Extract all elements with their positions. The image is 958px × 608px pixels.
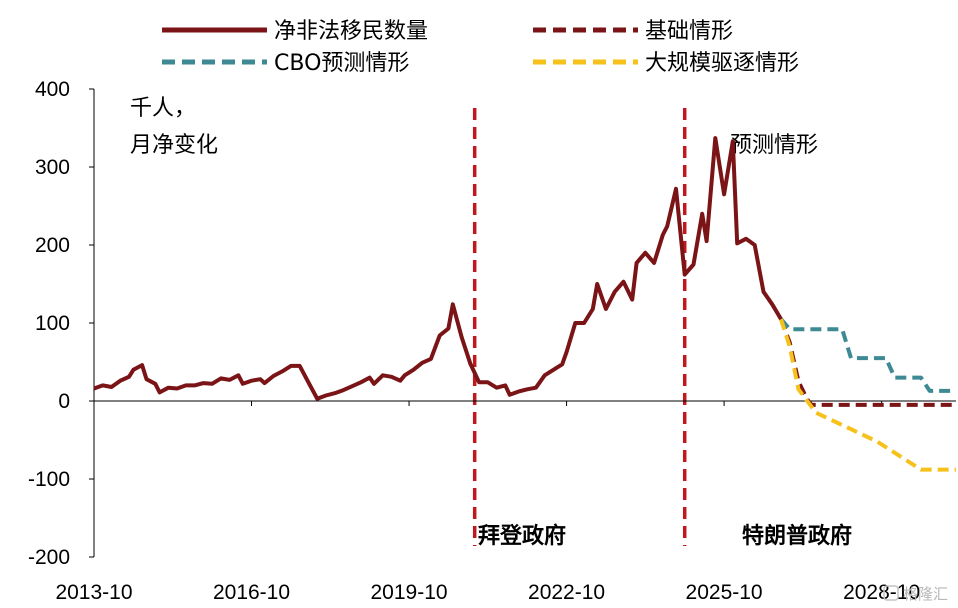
y-tick-label: 200	[35, 234, 70, 257]
y-tick-label: -100	[28, 468, 70, 491]
legend-label-4: 大规模驱逐情形	[645, 51, 799, 76]
legend-label-1: 净非法移民数量	[274, 19, 428, 44]
forecast-annotation: 预测情形	[730, 133, 818, 158]
x-tick-label: 2028-10	[843, 581, 920, 604]
x-tick-label: 2016-10	[213, 581, 290, 604]
unit-label-line2: 月净变化	[130, 133, 218, 158]
axes: 400 300 200 100 0 -100 -200 2013-10 2016-10 2019-…	[28, 78, 956, 604]
unit-label-line1: 千人，	[130, 96, 196, 121]
series-lines	[93, 136, 956, 472]
annotations: 千人， 月净变化 预测情形 拜登政府 特朗普政府	[130, 96, 852, 549]
y-tick-label: 300	[35, 156, 70, 179]
watermark-text: 格隆汇	[903, 585, 948, 603]
x-tick-label: 2019-10	[371, 581, 448, 604]
watermark: 格隆汇	[883, 585, 948, 603]
legend-label-3: CBO预测情形	[274, 51, 409, 76]
series-line-3	[779, 317, 956, 393]
x-tick-label: 2025-10	[686, 581, 763, 604]
series-line-4	[779, 318, 956, 472]
y-tick-label: 100	[35, 312, 70, 335]
x-tick-label: 2022-10	[528, 581, 605, 604]
legend-label-2: 基础情形	[645, 19, 733, 44]
series-line-1	[93, 136, 783, 401]
watermark-icon	[883, 585, 899, 601]
trump-annotation: 特朗普政府	[742, 523, 852, 549]
y-tick-label: 0	[58, 390, 70, 413]
biden-annotation: 拜登政府	[478, 523, 566, 549]
y-tick-label: 400	[35, 78, 70, 101]
legend: 净非法移民数量 基础情形 CBO预测情形 大规模驱逐情形	[162, 19, 799, 76]
x-tick-label: 2013-10	[55, 581, 132, 604]
administration-dividers	[472, 108, 687, 546]
y-tick-label: -200	[28, 546, 70, 569]
